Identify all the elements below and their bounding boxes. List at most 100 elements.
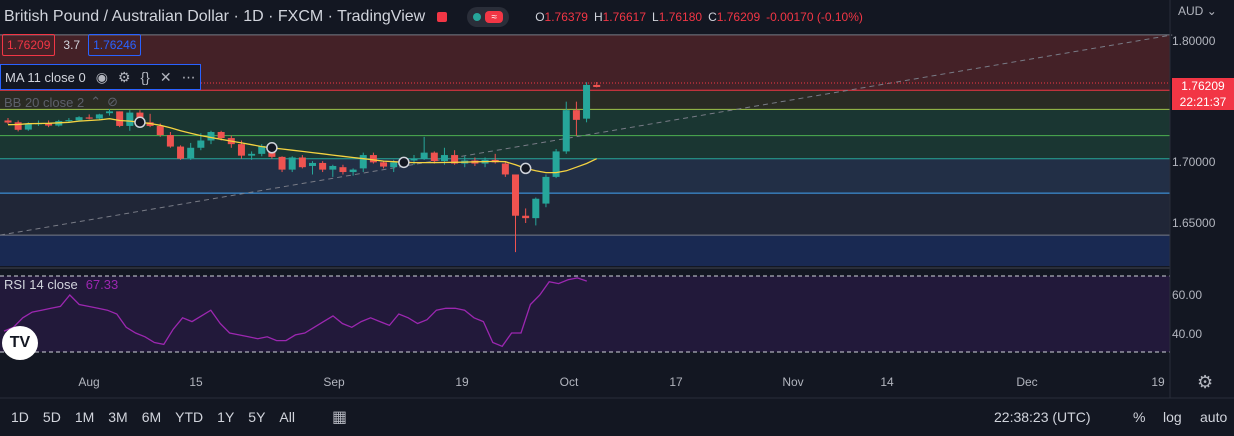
candle[interactable] [329,164,337,177]
currency-selector[interactable]: AUD ⌄ [1178,4,1217,18]
candle[interactable] [532,197,540,226]
range-5y[interactable]: 5Y [248,409,266,425]
range-1y[interactable]: 1Y [217,409,235,425]
range-3m[interactable]: 3M [108,409,128,425]
price-tick-1.80000: 1.80000 [1172,34,1216,48]
range-6m[interactable]: 6M [141,409,162,425]
candle[interactable] [359,152,367,173]
candle[interactable] [319,161,327,173]
candle-body [572,110,580,120]
candle-body [420,152,428,159]
tradingview-logo[interactable]: TV [2,326,38,360]
candle-body [197,140,205,148]
candle[interactable] [339,164,347,175]
log-toggle[interactable]: log [1163,409,1182,425]
range-all[interactable]: All [279,409,295,425]
candle[interactable] [542,174,550,208]
candle[interactable] [95,113,103,120]
candle[interactable] [248,151,256,160]
candle-body [349,169,357,173]
candle-body [583,84,591,119]
last-price-tag: 1.76209 [1172,78,1234,94]
candle-body [552,151,560,177]
candle-body [166,135,174,147]
candle[interactable] [4,118,12,125]
market-open-dot-icon [473,13,482,21]
candle-body [532,198,540,219]
braces-icon[interactable]: {} [140,69,150,85]
buy-button[interactable]: 1.76246 [88,34,142,56]
candle[interactable] [522,208,530,223]
candle[interactable] [177,145,185,160]
candle-body [75,117,83,121]
range-1m[interactable]: 1M [74,409,95,425]
candle[interactable] [583,82,591,123]
candle-body [106,111,113,114]
range-ytd[interactable]: YTD [175,409,204,425]
x-tick: Sep [323,375,345,389]
candle-body [298,157,306,168]
sell-button[interactable]: 1.76209 [2,34,56,56]
candle[interactable] [501,161,509,177]
countdown-tag: 22:21:37 [1172,94,1234,110]
close-value: 1.76209 [716,10,761,24]
candle-body [359,155,367,169]
candle[interactable] [166,132,174,148]
candle[interactable] [572,101,580,136]
candle[interactable] [278,156,286,173]
more-icon[interactable]: ⋯ [181,68,196,85]
auto-toggle[interactable]: auto [1200,409,1228,425]
candle[interactable] [552,148,560,179]
chart-settings-gear-icon[interactable]: ⚙ [1197,372,1214,392]
eye-off-icon[interactable]: ⊘ [107,94,119,109]
collapse-icon[interactable]: ⌃ [90,94,102,109]
x-tick: 19 [455,375,469,389]
change-value: -0.00170 (-0.10%) [766,10,863,24]
ma-marker[interactable] [266,142,278,154]
candle-body [410,158,418,161]
eye-icon[interactable]: ◉ [95,68,108,85]
candle[interactable] [349,168,357,176]
candle[interactable] [14,120,22,132]
candle[interactable] [380,161,388,169]
candle[interactable] [116,111,124,128]
range-5d[interactable]: 5D [42,409,61,425]
bb-indicator-row[interactable]: BB 20 close 2 ⌃ ⊘ [4,94,118,110]
candle[interactable] [369,152,377,164]
candle[interactable] [85,114,93,120]
ma-marker[interactable] [398,156,410,169]
candle-body [248,153,256,156]
close-icon[interactable]: ✕ [159,68,172,85]
candle[interactable] [106,108,113,116]
percent-toggle[interactable]: % [1133,409,1146,425]
rsi-background [0,276,1170,352]
candle[interactable] [430,151,438,164]
candle[interactable] [187,142,195,160]
rsi-indicator-row[interactable]: RSI 14 close 67.33 [4,277,118,292]
flag-icon[interactable] [437,12,448,22]
ma-marker[interactable] [519,162,532,175]
candle[interactable] [593,82,601,88]
market-status-pill[interactable]: ≈ [467,7,510,27]
ma-marker[interactable] [134,116,146,129]
utc-clock[interactable]: 22:38:23 (UTC) [994,409,1091,425]
ma-indicator-row[interactable]: MA 11 close 0 ◉ ⚙ {} ✕ ⋯ [0,64,201,90]
candle[interactable] [309,161,316,175]
candle-body [85,117,93,119]
ma-indicator-label: MA 11 close 0 [5,69,86,85]
candle[interactable] [512,174,519,253]
candle-body [126,112,134,126]
candle[interactable] [288,156,296,173]
calendar-icon[interactable]: ▦ [331,409,348,426]
range-1d[interactable]: 1D [11,409,29,425]
bottom-toolbar: 1D 5D 1M 3M 6M YTD 1Y 5Y All ▦ 22:38:23 … [0,398,1234,436]
candle[interactable] [298,155,306,169]
candle-body [217,132,225,139]
candle[interactable] [75,116,83,122]
wave-icon: ≈ [485,11,504,23]
fibonacci-bands [0,34,1170,266]
candle[interactable] [562,101,570,154]
gear-icon[interactable]: ⚙ [117,68,131,85]
candle[interactable] [420,136,428,160]
